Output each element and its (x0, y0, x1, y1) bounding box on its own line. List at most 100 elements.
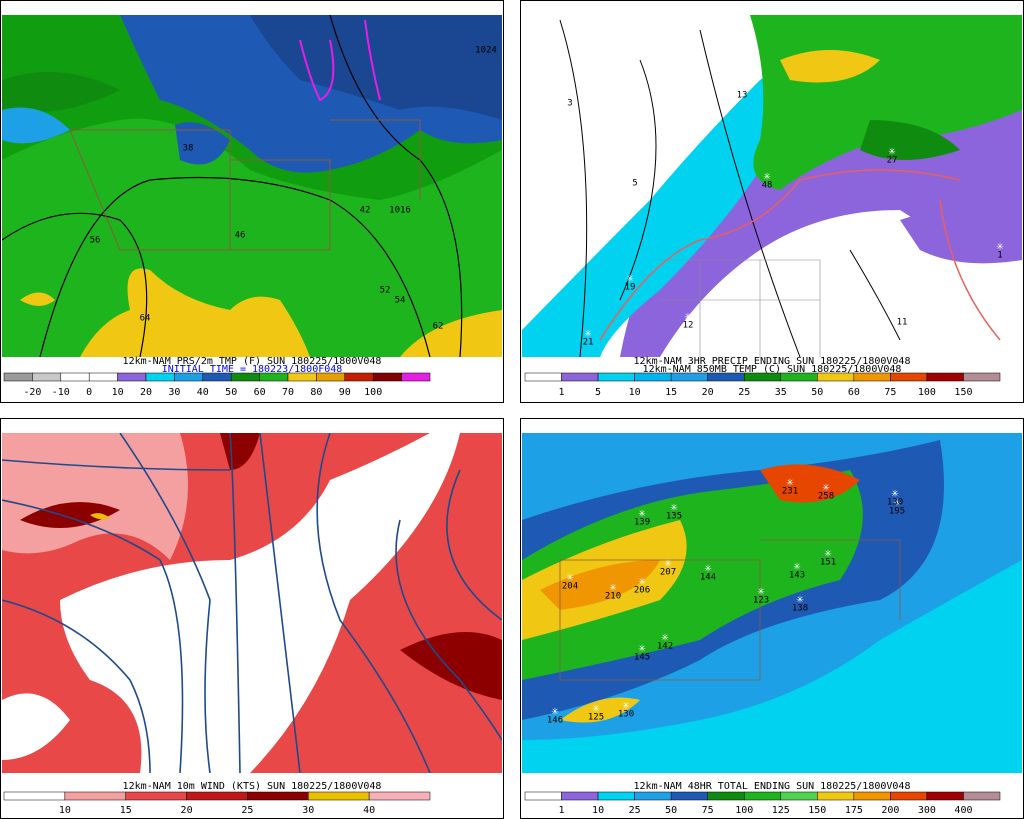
map-label: 231 (782, 487, 798, 497)
colorbar-label: 20 (140, 387, 152, 398)
snow-marker: ✳ (898, 306, 905, 320)
colorbar-swatch (230, 372, 260, 382)
map-label: 27 (887, 156, 898, 166)
colorbar-label: 10 (592, 805, 604, 816)
map-label: 139 (634, 518, 650, 528)
colorbar-label: 100 (918, 387, 936, 398)
snow-marker: ✳ (704, 561, 711, 575)
caption: 12km-NAM 850MB TEMP (C) SUN 180225/1800V… (643, 364, 902, 375)
colorbar-swatch (524, 372, 562, 382)
colorbar-swatch (368, 791, 431, 801)
caption: INITIAL TIME = 180223/1800F048 (162, 364, 343, 375)
map-label: 54 (395, 296, 406, 306)
wind-map (2, 433, 502, 773)
map-label: 1024 (475, 46, 497, 56)
map-label: 142 (657, 642, 673, 652)
colorbar-swatch (634, 372, 672, 382)
colorbar-swatch (963, 791, 1001, 801)
colorbar-label: 50 (665, 805, 677, 816)
snow-marker: ✳ (893, 495, 900, 509)
colorbar-label: 25 (241, 805, 253, 816)
map-label: 151 (820, 558, 836, 568)
colorbar-label: 25 (629, 805, 641, 816)
colorbar-label: 25 (738, 387, 750, 398)
colorbar-label: 0 (86, 387, 92, 398)
map-label: 1016 (389, 206, 411, 216)
snow-marker: ✳ (638, 574, 645, 588)
snow-marker: ✳ (609, 580, 616, 594)
colorbar-label: 400 (954, 805, 972, 816)
snow-marker: ✳ (786, 475, 793, 489)
colorbar-swatch (259, 372, 289, 382)
colorbar-swatch (817, 372, 855, 382)
colorbar-label: 175 (845, 805, 863, 816)
colorbar-swatch (670, 372, 708, 382)
colorbar-swatch (743, 791, 782, 801)
colorbar-swatch (88, 372, 118, 382)
colorbar-label: 40 (363, 805, 375, 816)
map-label: 52 (380, 286, 391, 296)
colorbar-swatch (524, 791, 562, 801)
colorbar-label: 125 (772, 805, 790, 816)
colorbar-swatch (634, 791, 672, 801)
panel-frame (0, 0, 504, 403)
map-label: 21 (583, 338, 594, 348)
colorbar-label: 200 (881, 805, 899, 816)
colorbar-label: 300 (918, 805, 936, 816)
colorbar-swatch (60, 372, 90, 382)
colorbar-label: 20 (181, 805, 193, 816)
colorbar-label: 60 (254, 387, 266, 398)
colorbar-swatch (561, 372, 599, 382)
colorbar-swatch (145, 372, 175, 382)
caption: 12km-NAM 10m WIND (KTS) SUN 180225/1800V… (123, 781, 382, 792)
snow-marker: ✳ (551, 704, 558, 718)
colorbar-swatch (117, 372, 147, 382)
snow-marker: ✳ (622, 698, 629, 712)
map-label: 123 (753, 596, 769, 606)
colorbar-label: 90 (339, 387, 351, 398)
map-label: 206 (634, 586, 650, 596)
snow-marker: ✳ (684, 309, 691, 323)
colorbar-label: 70 (282, 387, 294, 398)
colorbar-swatch (890, 372, 928, 382)
map-label: 138 (792, 604, 808, 614)
colorbar-label: 1 (559, 387, 565, 398)
colorbar-label: 50 (811, 387, 823, 398)
colorbar-swatch (817, 791, 855, 801)
colorbar-swatch (890, 791, 928, 801)
colorbar-label: 20 (702, 387, 714, 398)
snow-marker: ✳ (763, 169, 770, 183)
snow-marker: ✳ (796, 592, 803, 606)
colorbar-swatch (202, 372, 232, 382)
colorbar-label: 1 (559, 805, 565, 816)
map-label: 64 (140, 314, 151, 324)
colorbar-swatch (707, 791, 745, 801)
colorbar-swatch (247, 791, 309, 801)
map-label: 62 (433, 322, 444, 332)
colorbar-label: 75 (702, 805, 714, 816)
colorbar-swatch (853, 791, 891, 801)
colorbar-swatch (125, 791, 187, 801)
colorbar-swatch (597, 791, 635, 801)
map-label: 146 (547, 716, 563, 726)
colorbar-swatch (372, 372, 402, 382)
temperature-map (2, 15, 502, 357)
colorbar-swatch (743, 372, 782, 382)
map-label: 195 (889, 507, 905, 517)
map-label: 135 (666, 512, 682, 522)
map-label: 12 (683, 321, 694, 331)
colorbar-label: 10 (629, 387, 641, 398)
colorbar-swatch (287, 372, 317, 382)
colorbar-swatch (963, 372, 1001, 382)
snow-marker: ✳ (592, 701, 599, 715)
map-label: 13 (737, 91, 748, 101)
map-label: 143 (789, 571, 805, 581)
map-label: 130 (618, 710, 634, 720)
colorbar-swatch (3, 372, 33, 382)
map-label: 204 (562, 582, 578, 592)
snow-marker: ✳ (661, 630, 668, 644)
colorbar-label: 35 (775, 387, 787, 398)
colorbar-label: 15 (665, 387, 677, 398)
colorbar-swatch (401, 372, 431, 382)
map-label: 144 (700, 573, 716, 583)
